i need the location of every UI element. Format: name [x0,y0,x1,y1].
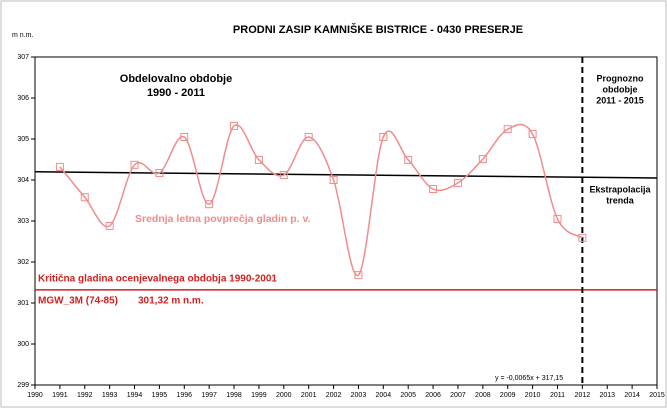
y-axis-label: m n.m. [12,32,33,39]
critical-label: 301,32 m n.m. [138,296,204,307]
y-tick-label: 305 [17,136,29,143]
x-tick-label: 2013 [599,392,615,399]
plot-frame [34,56,658,386]
x-tick-label: 1994 [127,392,143,399]
series-line [59,123,583,276]
annotation: trenda [606,195,635,205]
point-marker [379,132,388,141]
point-marker [528,130,537,139]
x-tick-label: 1993 [102,392,118,399]
point-marker [453,178,462,187]
x-tick-label: 1999 [251,392,267,399]
point-marker [130,160,139,169]
point-marker [279,171,288,180]
point-marker [205,200,214,209]
x-tick-label: 2004 [376,392,392,399]
point-marker [80,193,89,202]
point-marker [105,221,114,230]
point-marker [304,132,313,141]
point-marker [155,169,164,178]
x-tick-label: 1995 [152,392,168,399]
trend-equation: y = -0,0065x + 317,15 [495,375,563,382]
x-tick-label: 2008 [475,392,491,399]
critical-name: MGW_3M (74-85) [38,296,118,307]
series-label: Srednja letna povprečja gladin p. v. [135,213,311,225]
annotation: obdobje [603,84,638,94]
y-tick-label: 299 [17,382,29,389]
point-marker [180,132,189,141]
annotation: 2011 - 2015 [596,95,644,105]
x-tick-label: 1991 [52,392,68,399]
x-tick-label: 2010 [525,392,541,399]
x-tick-label: 2015 [649,392,665,399]
x-tick-label: 2009 [500,392,516,399]
x-tick-label: 2006 [425,392,441,399]
point-marker [329,176,338,184]
critical-caption: Kritična gladina ocenjevalnega obdobja 1… [38,274,277,285]
chart-title: PRODNI ZASIP KAMNIŠKE BISTRICE - 0430 PR… [233,23,523,36]
annotation: 1990 - 2011 [147,87,205,99]
point-marker [55,162,64,171]
y-tick-label: 300 [17,341,29,348]
x-tick-label: 2005 [400,392,416,399]
x-tick-label: 1990 [27,392,43,399]
point-marker [503,125,512,134]
point-marker [553,214,562,223]
point-marker [578,233,587,242]
point-marker [254,155,263,164]
x-tick-label: 2003 [351,392,367,399]
x-tick-label: 2012 [575,392,591,399]
point-marker [230,121,239,130]
x-tick-label: 2007 [450,392,466,399]
point-marker [478,155,487,164]
y-tick-label: 302 [17,259,29,266]
annotation: Obdelovalno obdobje [120,73,232,85]
x-tick-label: 2002 [326,392,342,399]
x-tick-label: 1997 [201,392,217,399]
x-tick-label: 1998 [226,392,242,399]
y-tick-label: 306 [17,95,29,102]
x-tick-label: 2011 [550,392,565,399]
x-tick-label: 2001 [301,392,317,399]
annotation: Ekstrapolacija [589,184,651,194]
x-tick-label: 1992 [77,392,93,399]
x-tick-label: 2014 [624,392,640,399]
y-tick-label: 307 [17,54,29,61]
y-tick-label: 304 [17,177,29,184]
point-marker [354,271,363,280]
annotation: Prognozno [597,73,644,83]
x-tick-label: 1996 [176,392,192,399]
x-tick-label: 2000 [276,392,292,399]
point-marker [429,185,438,194]
trend-line [34,171,658,179]
point-marker [404,155,413,164]
y-tick-label: 303 [17,218,29,225]
y-tick-label: 301 [17,300,29,307]
